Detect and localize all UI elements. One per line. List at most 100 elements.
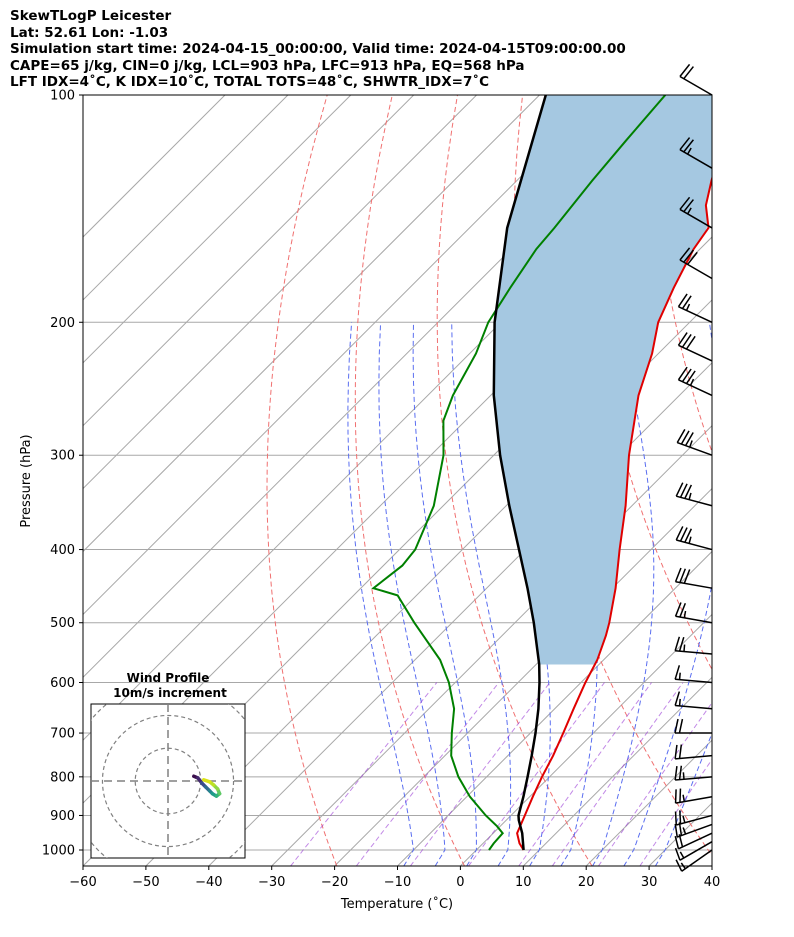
barb-staff: [676, 495, 713, 507]
inset-subtitle: 10m/s increment: [113, 686, 227, 700]
wind-barb: [677, 332, 713, 362]
x-tick-label: −10: [384, 875, 411, 890]
y-tick-label: 900: [50, 809, 75, 824]
barb-flag: [681, 295, 692, 309]
y-tick-label: 300: [50, 449, 75, 464]
wind-barb: [674, 822, 713, 838]
wind-barb: [675, 526, 713, 551]
isotherm-line: [83, 95, 352, 364]
mixing-ratio-line: [409, 682, 551, 866]
barb-staff: [675, 650, 713, 655]
barb-flag: [677, 293, 688, 308]
x-tick-label: −20: [321, 875, 348, 890]
isotherm-line: [271, 424, 712, 866]
wind-barb: [674, 567, 713, 589]
isotherm-line: [83, 95, 603, 616]
barb-flag: [679, 568, 687, 583]
barb-staff: [675, 776, 713, 781]
barb-staff: [678, 344, 713, 362]
dry-adiabat: [354, 95, 465, 866]
dewpoint-profile: [371, 95, 667, 851]
barb-flag: [679, 527, 688, 542]
x-tick-label: 40: [704, 875, 721, 890]
indices-line-1: CAPE=65 j/kg, CIN=0 j/kg, LCL=903 hPa, L…: [10, 57, 525, 74]
barb-half: [682, 794, 686, 802]
moist-adiabat: [347, 322, 415, 866]
barb-flag: [683, 139, 694, 153]
barb-flag: [674, 744, 678, 759]
barb-half: [678, 698, 681, 706]
profiles: [371, 95, 712, 851]
barb-flag: [681, 334, 692, 348]
chart-title: SkewTLogP Leicester: [10, 8, 172, 24]
isotherm-line: [460, 613, 712, 866]
barb-half: [688, 492, 692, 500]
barb-flag: [679, 247, 691, 261]
x-axis-label: Temperature (˚C): [340, 896, 453, 912]
wind-barb: [679, 137, 713, 169]
barb-flag: [674, 665, 681, 680]
y-tick-label: 500: [50, 616, 75, 631]
barb-staff: [679, 149, 713, 169]
barb-flag: [674, 636, 681, 651]
barb-half: [683, 644, 686, 652]
y-tick-label: 400: [50, 543, 75, 558]
barb-half: [689, 440, 693, 448]
barb-flag: [683, 569, 691, 584]
wind-barb: [679, 63, 713, 96]
x-tick-label: −30: [258, 875, 285, 890]
barb-half: [679, 851, 685, 859]
barb-flag: [677, 366, 688, 381]
barb-half: [685, 303, 691, 311]
barb-flag: [674, 718, 679, 734]
hodograph-segment: [201, 778, 212, 784]
wind-barb: [674, 788, 713, 804]
barb-flag: [679, 788, 682, 803]
isotherm-line: [83, 95, 289, 301]
wind-barb: [674, 665, 713, 684]
chart-header: SkewTLogP Leicester Lat: 52.61 Lon: -1.0…: [10, 8, 626, 91]
y-tick-label: 1000: [42, 844, 75, 859]
parcel-profile: [492, 95, 548, 851]
wind-barb: [674, 718, 712, 734]
wind-barb: [674, 744, 713, 760]
isotherm-line: [711, 865, 712, 866]
mixing-ratio-line: [551, 682, 684, 866]
barb-half: [689, 378, 695, 386]
x-tick-label: 0: [456, 875, 464, 890]
y-tick-label: 800: [50, 770, 75, 785]
isotherm-line: [83, 95, 415, 427]
barb-flag: [674, 835, 680, 850]
barb-staff: [678, 379, 713, 397]
barb-flag: [675, 859, 683, 872]
barb-flag: [678, 718, 684, 734]
barb-flag: [674, 602, 682, 617]
y-tick-label: 100: [50, 89, 75, 104]
barb-flag: [677, 332, 688, 346]
hodograph-inset: Wind Profile 10m/s increment: [90, 671, 246, 859]
barb-staff: [679, 75, 713, 96]
x-tick-label: 10: [515, 875, 532, 890]
barb-half: [682, 772, 685, 780]
y-tick-label: 200: [50, 316, 75, 331]
wind-barb: [674, 636, 713, 655]
barb-flag: [675, 526, 684, 541]
barb-flag: [679, 137, 691, 151]
wind-barb: [677, 366, 713, 397]
barb-flag: [683, 199, 694, 213]
plot-area: −60 −50 −40 −30 −20 −10 0 10 20 30 40 1000 900 800 70…: [19, 63, 794, 912]
barb-half: [682, 815, 686, 823]
moist-adiabat: [378, 322, 446, 866]
barb-staff: [676, 823, 713, 838]
temperature-profile: [516, 175, 712, 851]
isotherm-line: [83, 95, 477, 490]
y-axis-label: Pressure (hPa): [19, 434, 34, 527]
inset-title: Wind Profile: [127, 671, 210, 685]
wind-barb: [674, 841, 713, 861]
time-line: Simulation start time: 2024-04-15_00:00:…: [10, 41, 626, 57]
barb-flag: [674, 691, 681, 706]
x-axis-ticks: −60 −50 −40 −30 −20 −10 0 10 20 30 40: [69, 866, 720, 890]
barb-flag: [683, 249, 694, 263]
dry-adiabat: [783, 95, 794, 866]
